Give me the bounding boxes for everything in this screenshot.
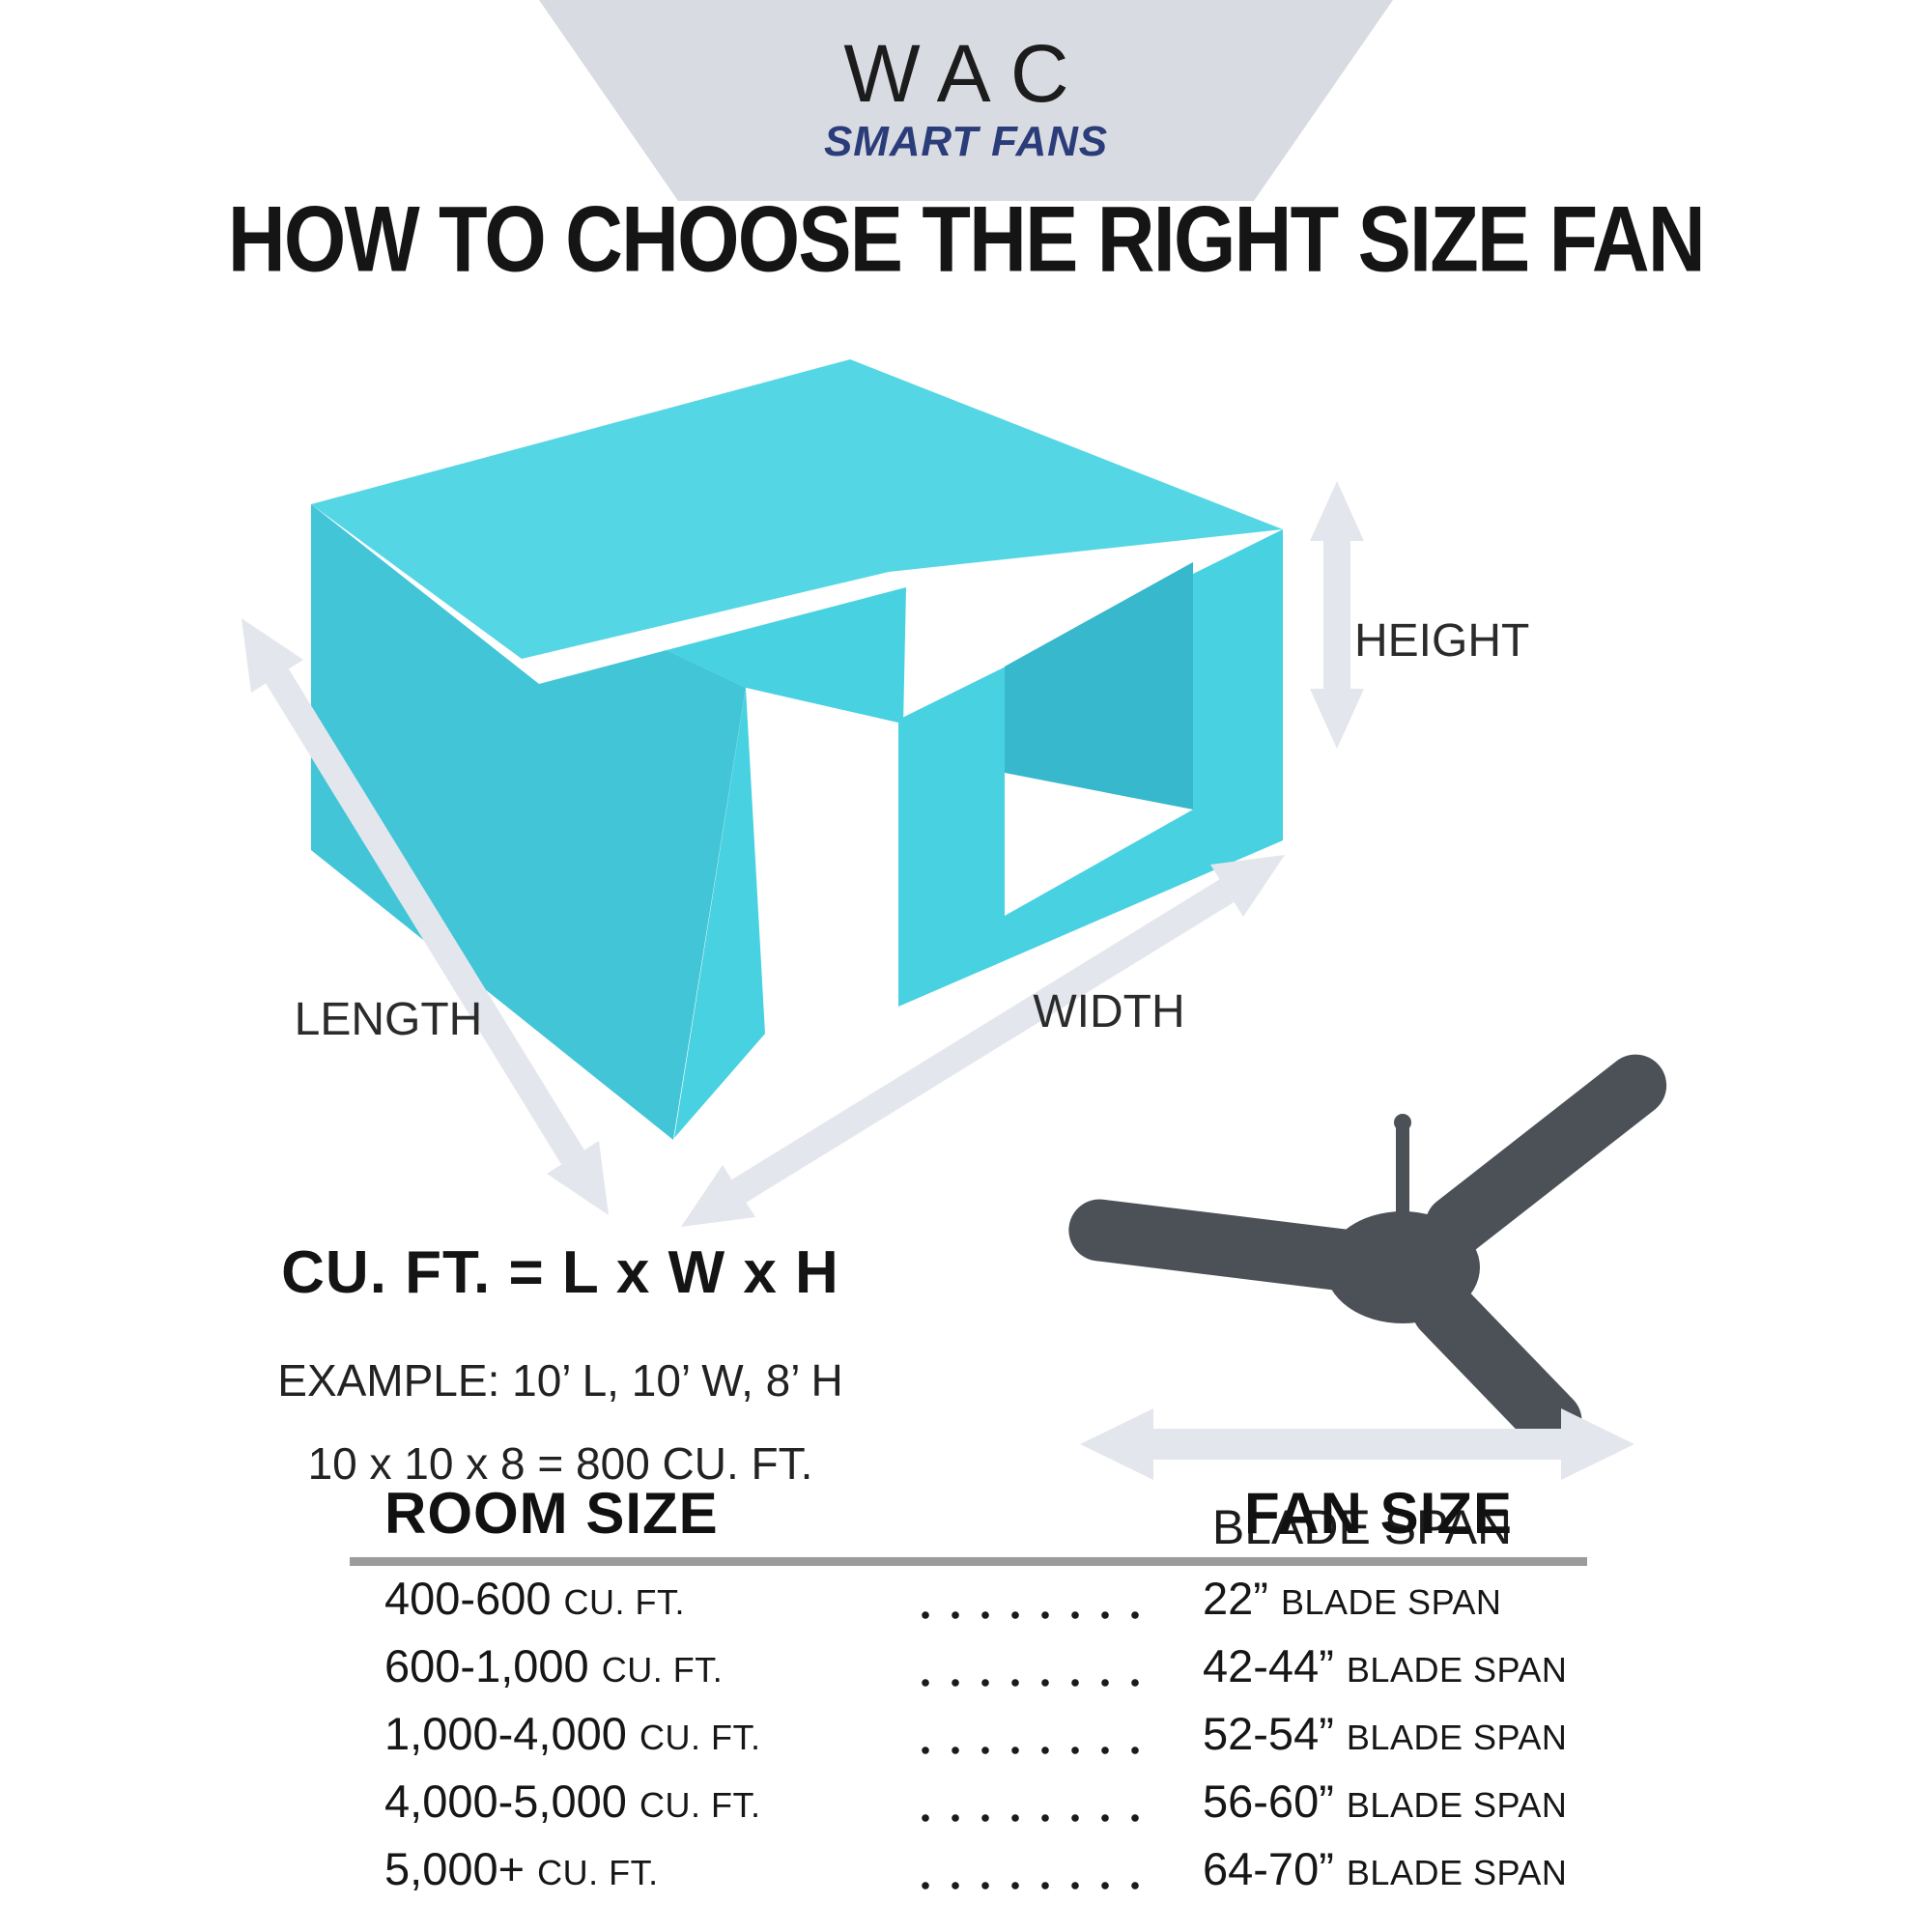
room-size-header: ROOM SIZE <box>384 1481 719 1546</box>
brand-subtitle: SMART FANS <box>823 118 1108 165</box>
table-row: 5,000+ CU. FT. 64-70” BLADE SPAN <box>348 1842 1589 1910</box>
dotted-leader <box>921 1678 1159 1688</box>
height-arrow <box>1310 481 1364 749</box>
formula-heading: CU. FT. = L x W x H <box>281 1239 839 1306</box>
fan-size-header: FAN SIZE <box>1244 1481 1514 1546</box>
height-label: HEIGHT <box>1354 615 1530 667</box>
room-size-cell: 600-1,000 CU. FT. <box>384 1640 724 1691</box>
width-label: WIDTH <box>1033 986 1185 1037</box>
dotted-leader <box>921 1746 1159 1755</box>
dotted-leader <box>921 1881 1159 1890</box>
table-row: 4,000-5,000 CU. FT. 56-60” BLADE SPAN <box>348 1775 1589 1842</box>
room-size-cell: 4,000-5,000 CU. FT. <box>384 1776 761 1827</box>
blade-span-arrow <box>1080 1408 1634 1480</box>
room-size-cell: 5,000+ CU. FT. <box>384 1843 659 1894</box>
banner-trapezoid <box>538 0 1393 201</box>
room-size-cell: 1,000-4,000 CU. FT. <box>384 1708 761 1759</box>
table-divider <box>350 1557 1587 1566</box>
size-table: ROOM SIZE FAN SIZE 400-600 CU. FT. 22” B… <box>348 1480 1589 1910</box>
dotted-leader <box>921 1813 1159 1823</box>
dotted-leader <box>921 1610 1159 1620</box>
room-left-wall <box>311 504 746 1140</box>
formula-example-line2: 10 x 10 x 8 = 800 CU. FT. <box>307 1438 813 1489</box>
table-row: 400-600 CU. FT. 22” BLADE SPAN <box>348 1572 1589 1639</box>
room-window-interior <box>1005 562 1193 810</box>
room-size-cell: 400-600 CU. FT. <box>384 1573 686 1624</box>
fan-size-cell: 52-54” BLADE SPAN <box>1203 1708 1568 1759</box>
room-door-jamb <box>674 688 765 1138</box>
length-arrow <box>242 618 609 1215</box>
page-title: HOW TO CHOOSE THE RIGHT SIZE FAN <box>0 187 1932 292</box>
fan-size-cell: 42-44” BLADE SPAN <box>1203 1640 1568 1691</box>
table-row: 600-1,000 CU. FT. 42-44” BLADE SPAN <box>348 1639 1589 1707</box>
table-row: 1,000-4,000 CU. FT. 52-54” BLADE SPAN <box>348 1707 1589 1775</box>
length-label: LENGTH <box>294 994 483 1045</box>
size-table-header: ROOM SIZE FAN SIZE <box>348 1480 1589 1553</box>
blade-span-label: BLADE SPAN <box>1211 1500 1513 1554</box>
room-illustration <box>311 359 1283 1140</box>
fan-size-cell: 22” BLADE SPAN <box>1203 1573 1502 1624</box>
page-title-text: HOW TO CHOOSE THE RIGHT SIZE FAN <box>228 187 1706 292</box>
room-top-face <box>311 359 1283 659</box>
formula-example-line1: EXAMPLE: 10’ L, 10’ W, 8’ H <box>277 1355 843 1406</box>
width-arrow <box>681 855 1285 1227</box>
fan-size-cell: 64-70” BLADE SPAN <box>1203 1843 1568 1894</box>
size-table-rows: 400-600 CU. FT. 22” BLADE SPAN 600-1,000… <box>348 1572 1589 1910</box>
fan-size-cell: 56-60” BLADE SPAN <box>1203 1776 1568 1827</box>
dimension-arrows <box>242 481 1364 1227</box>
ceiling-fan-icon <box>1068 1054 1667 1452</box>
room-right-wall <box>898 529 1283 1007</box>
room-lintel-face <box>667 587 906 724</box>
brand-logo: WAC <box>843 28 1089 119</box>
